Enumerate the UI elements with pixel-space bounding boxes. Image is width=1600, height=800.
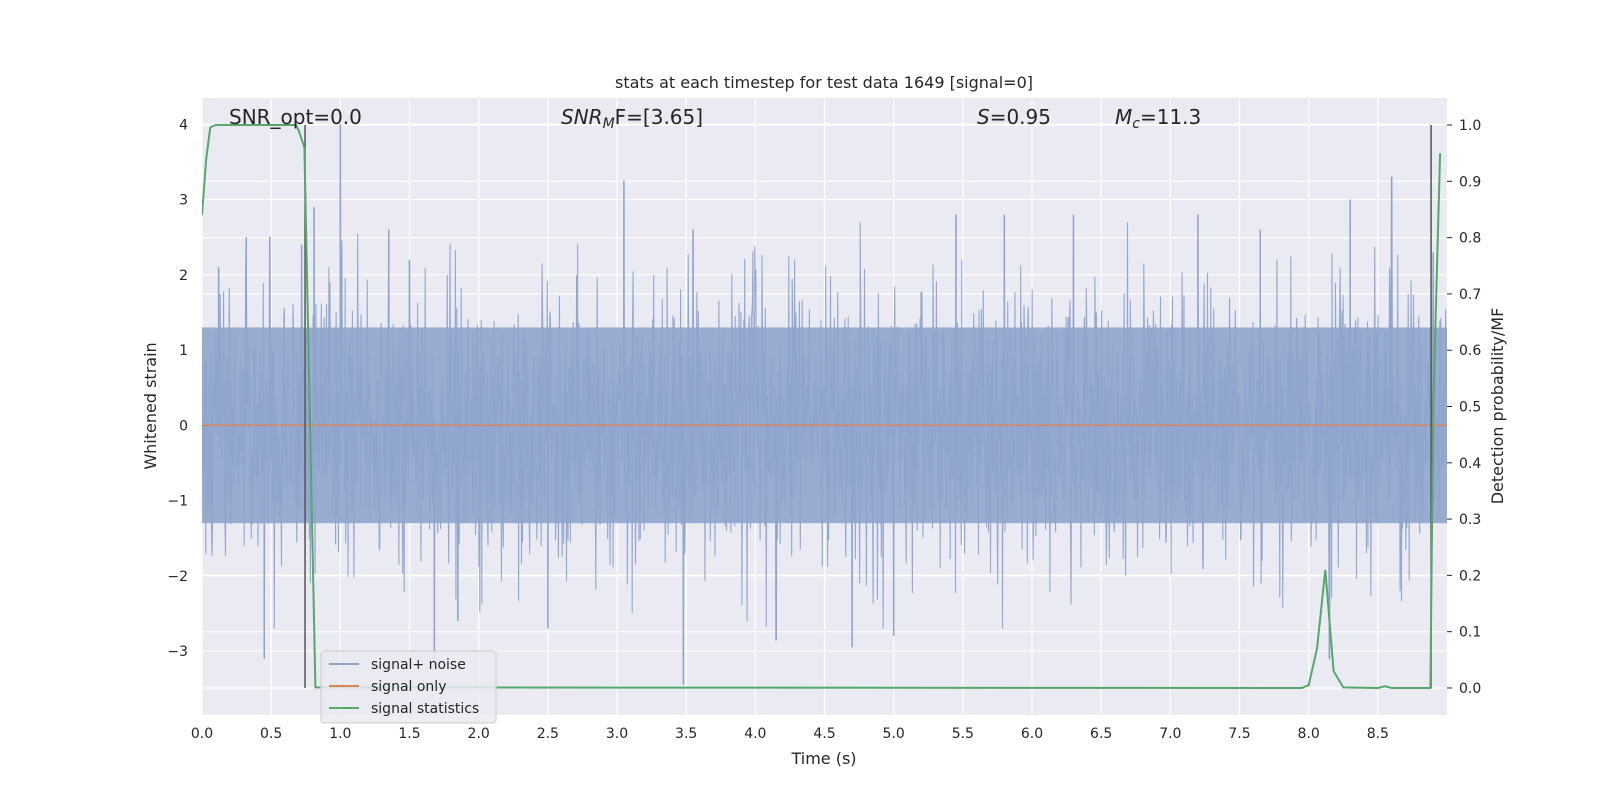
x-tick-label: 1.0 [329,726,351,742]
annotation-mc: Mc=11.3 [1115,105,1201,132]
annotation-snr-mf-base: SNR [561,105,603,129]
y-tick-label: −1 [167,494,188,510]
y2-tick-label: 0.8 [1459,231,1481,247]
annotation-mc-sub: c [1132,116,1140,132]
legend-label-signal-only: signal only [371,679,446,695]
x-axis-ticks: 0.0 0.5 1.0 1.5 2.0 2.5 3.0 3.5 4.0 4.5 5.0 5.5 6.0 6… [191,726,1389,742]
y2-axis-label: Detection probability/MF [1488,308,1507,505]
legend: signal+ noise signal only signal statist… [320,650,497,724]
chart-title: stats at each timestep for test data 164… [615,73,1033,92]
y-tick-label: 3 [179,193,188,209]
signal-statistics-line [202,124,1442,690]
annotation-snr-mf-rest: F=[3.65] [615,105,703,129]
y2-tick-label: 0.6 [1459,343,1481,359]
x-tick-label: 5.0 [883,726,905,742]
x-tick-label: 6.0 [1021,726,1043,742]
y2-tick-label: 0.9 [1459,174,1481,190]
y-tick-label: −3 [167,644,188,660]
y2-tick-label: 0.2 [1459,568,1481,584]
y2-tick-label: 0.1 [1459,625,1481,641]
series-signal-statistics [202,124,1442,690]
annotation-s-stat: S=0.95 [977,105,1051,129]
x-tick-label: 5.5 [952,726,974,742]
y2-tick-label: 0.3 [1459,512,1481,528]
y2-tick-label: 1.0 [1459,118,1481,134]
x-axis-label: Time (s) [790,749,856,768]
x-tick-label: 0.5 [260,726,282,742]
legend-label-signal-noise: signal+ noise [371,657,466,673]
x-tick-label: 8.0 [1298,726,1320,742]
x-tick-label: 4.0 [744,726,766,742]
annotation-s-var: S [977,105,990,129]
y2-tick-label: 0.7 [1459,287,1481,303]
y-tick-label: 0 [179,418,188,434]
y-tick-label: 4 [179,117,188,133]
y2-axis-ticks: 1.0 0.9 0.8 0.7 0.6 0.5 0.4 0.3 0.2 0.1 0.0 [1447,118,1481,697]
y2-tick-label: 0.0 [1459,681,1481,697]
x-tick-label: 1.5 [398,726,420,742]
x-tick-label: 8.5 [1367,726,1389,742]
x-tick-label: 7.0 [1159,726,1181,742]
x-tick-label: 3.5 [675,726,697,742]
x-tick-label: 2.0 [468,726,490,742]
y-tick-label: 1 [179,343,188,359]
annotation-s-rest: =0.95 [990,105,1051,129]
annotation-snr-opt: SNR_opt=0.0 [229,105,362,129]
legend-label-signal-statistics: signal statistics [371,701,479,717]
annotation-mc-var: M [1115,105,1132,129]
x-tick-label: 2.5 [537,726,559,742]
legend-box [320,650,497,724]
annotation-snr-mf-sub: M [603,116,615,132]
annotation-mc-rest: =11.3 [1140,105,1201,129]
y2-tick-label: 0.4 [1459,456,1481,472]
y-tick-label: −2 [167,569,188,585]
x-tick-label: 0.0 [191,726,213,742]
x-tick-label: 6.5 [1090,726,1112,742]
x-tick-label: 7.5 [1228,726,1250,742]
y-axis-label: Whitened strain [141,342,160,469]
x-tick-label: 3.0 [606,726,628,742]
annotation-snr-mf: SNRMF=[3.65] [561,105,703,132]
y-axis-ticks: 4 3 2 1 0 −1 −2 −3 [167,117,188,660]
y2-tick-label: 0.5 [1459,400,1481,416]
x-tick-label: 4.5 [813,726,835,742]
y-tick-label: 2 [179,268,188,284]
